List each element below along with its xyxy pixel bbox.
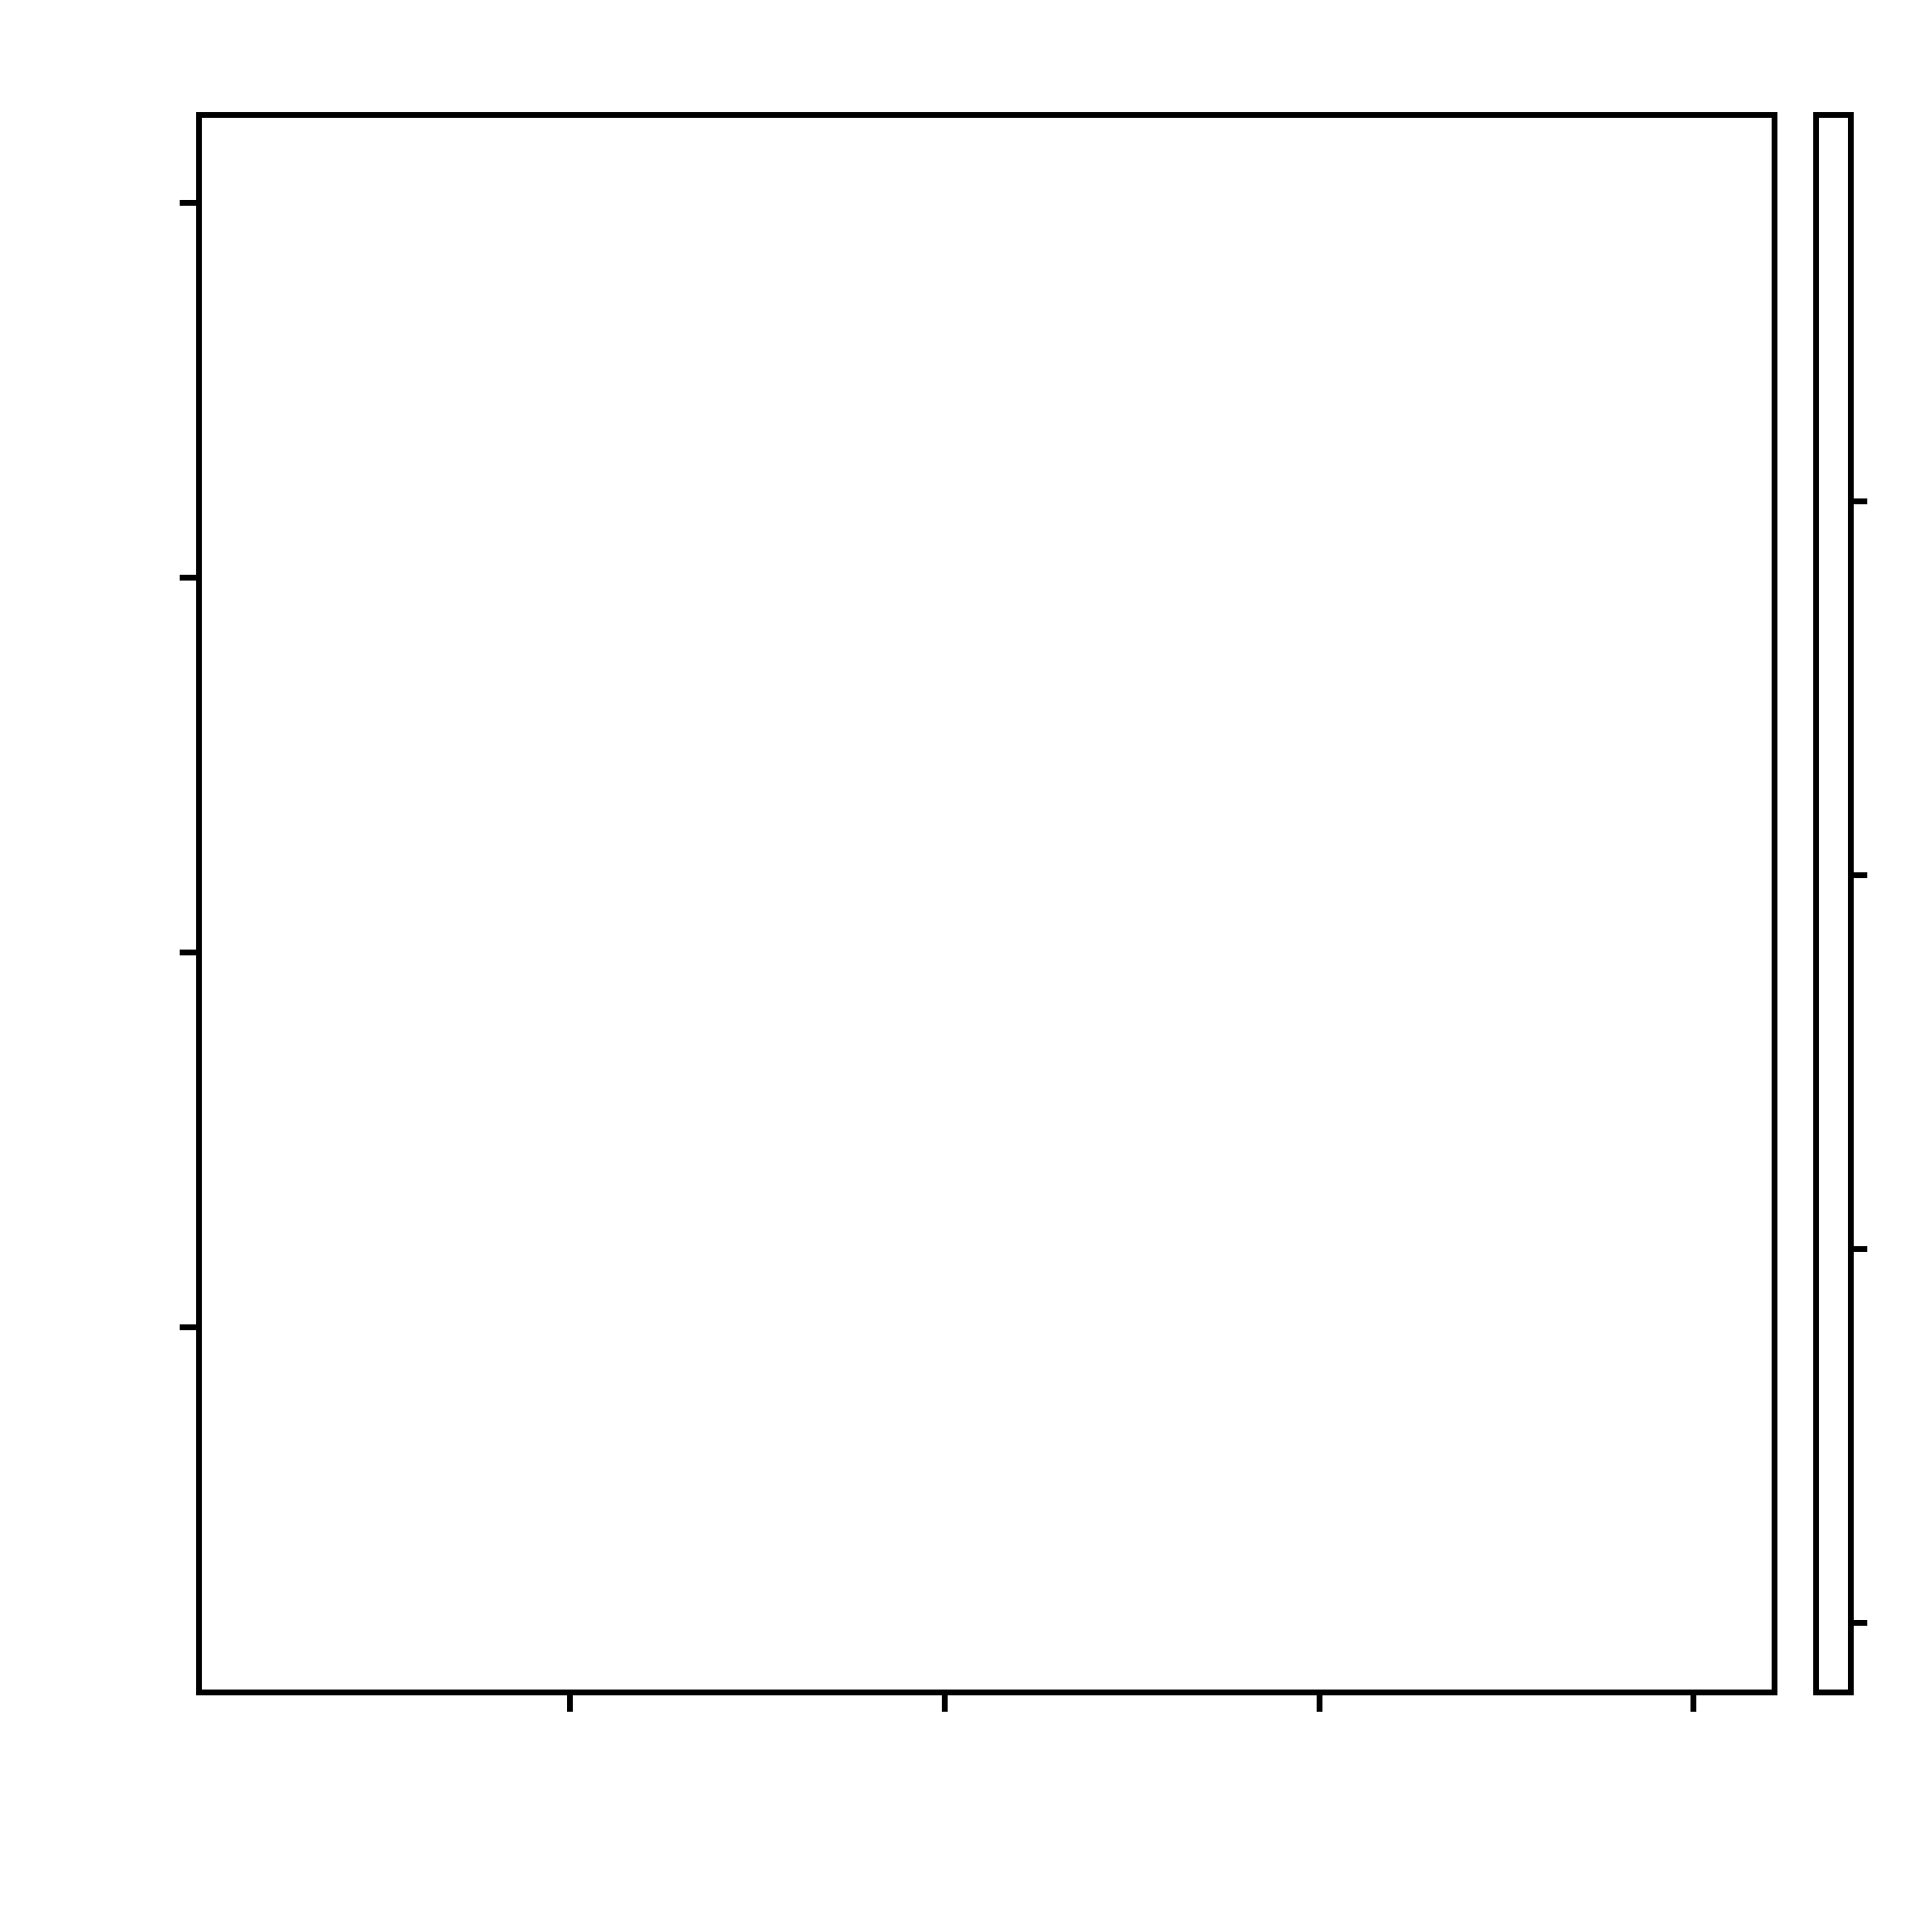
x-tick-200 [1690, 1695, 1696, 1712]
colorbar-tick-50 [1854, 1246, 1867, 1252]
x-tick-50 [567, 1695, 573, 1712]
colorbar-gradient [1813, 112, 1854, 1695]
plot-area [196, 112, 1777, 1695]
x-tick-100 [942, 1695, 948, 1712]
colorbar [1813, 112, 1867, 1695]
colorbar-tick-100 [1854, 872, 1867, 878]
y-tick-150 [180, 575, 196, 581]
y-tick-50 [180, 1324, 196, 1330]
y-tick-100 [180, 950, 196, 955]
x-tick-150 [1317, 1695, 1322, 1712]
contact-map-heatmap [202, 118, 1772, 1690]
colorbar-tick-150 [1854, 498, 1867, 504]
colorbar-tick-0 [1854, 1620, 1867, 1626]
y-tick-200 [180, 200, 196, 206]
